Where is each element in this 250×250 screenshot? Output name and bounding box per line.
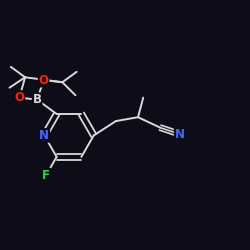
Text: N: N: [175, 128, 185, 140]
Text: O: O: [14, 91, 24, 104]
Text: F: F: [42, 168, 50, 181]
Text: B: B: [32, 93, 42, 106]
Text: O: O: [38, 74, 48, 87]
Text: N: N: [39, 129, 49, 142]
